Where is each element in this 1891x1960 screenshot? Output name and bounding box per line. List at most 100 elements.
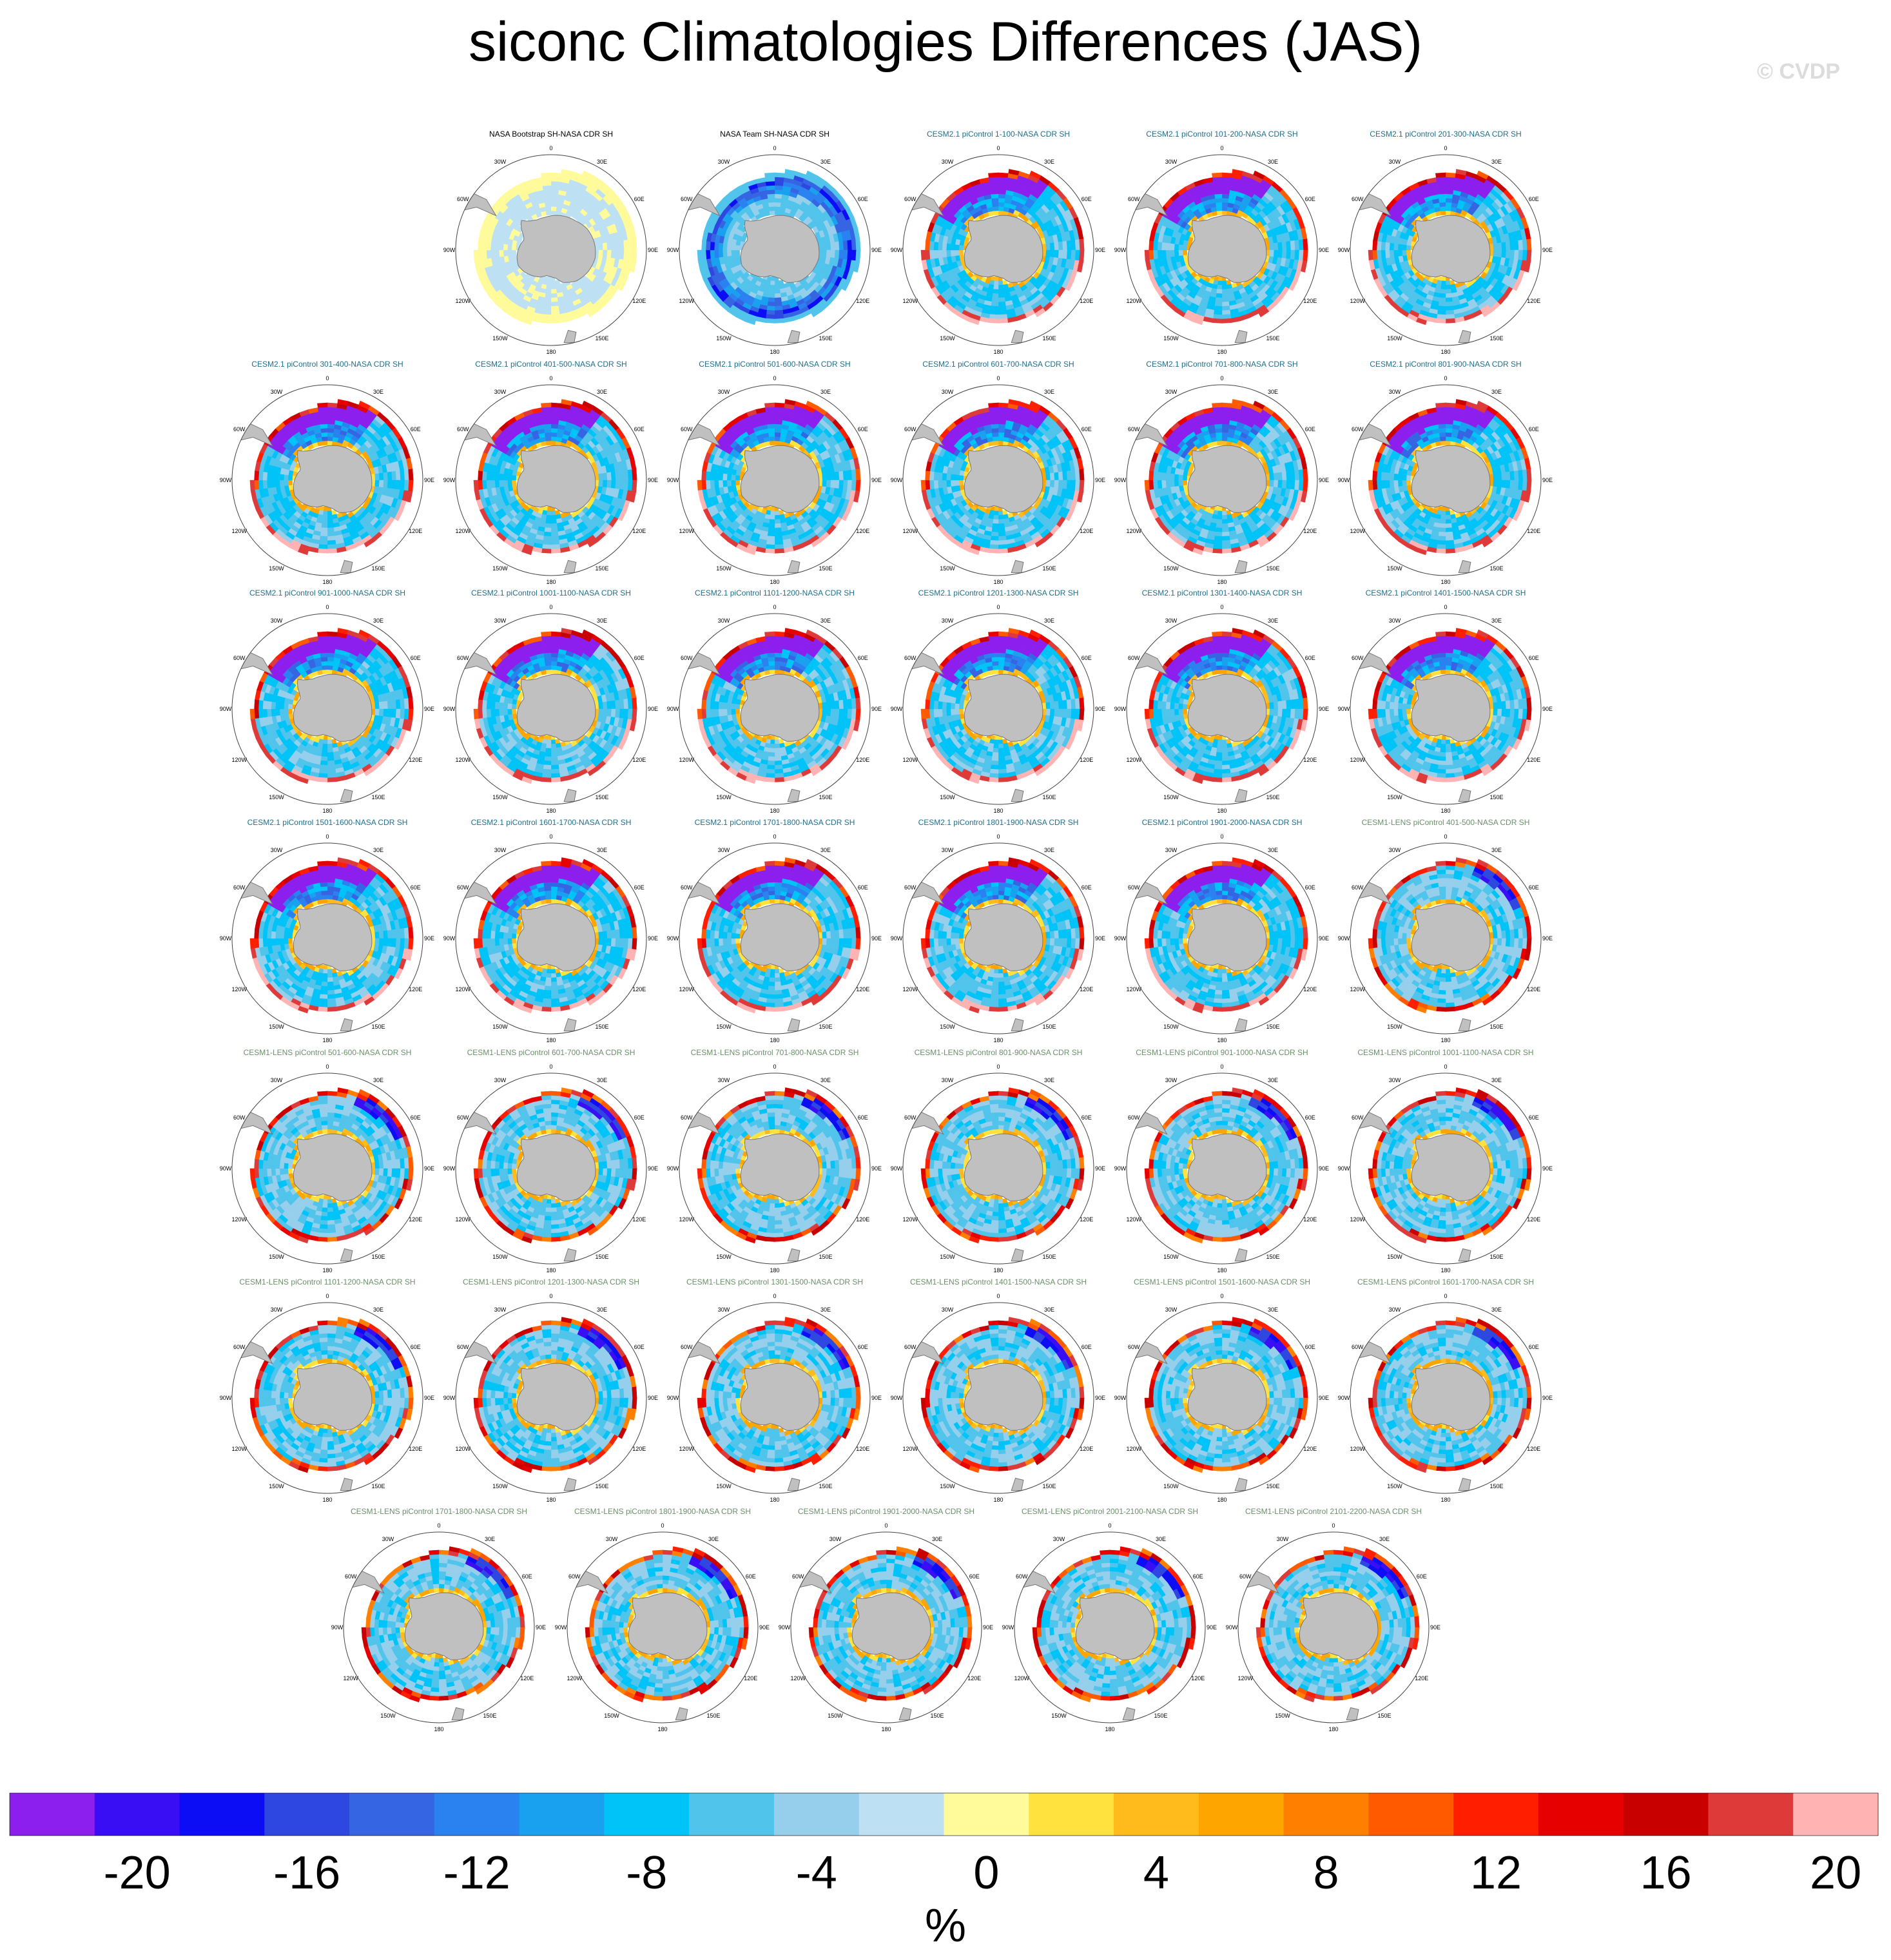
ice-cell bbox=[713, 249, 719, 258]
ice-cell bbox=[1294, 470, 1300, 481]
ice-cell bbox=[1216, 514, 1223, 520]
ice-cell bbox=[1221, 423, 1230, 429]
ice-cell bbox=[322, 440, 328, 446]
lon-label: 90E bbox=[871, 247, 882, 253]
ice-cell bbox=[387, 480, 393, 489]
ice-cell bbox=[327, 427, 335, 433]
ice-cell bbox=[1397, 244, 1403, 251]
ice-cell bbox=[503, 474, 509, 481]
ice-cell bbox=[1273, 480, 1279, 488]
ice-cell bbox=[998, 440, 1004, 446]
panel-title: CESM2.1 piControl 401-500-NASA CDR SH bbox=[475, 360, 626, 369]
ice-cell bbox=[768, 436, 775, 441]
ice-cell bbox=[615, 480, 621, 490]
ice-cell bbox=[550, 172, 561, 178]
ice-cell bbox=[545, 293, 552, 298]
ice-cell bbox=[774, 432, 781, 438]
ice-cell bbox=[545, 289, 552, 294]
lon-label: 60E bbox=[1305, 196, 1315, 202]
ice-cell bbox=[327, 411, 337, 416]
ice-cell bbox=[623, 480, 629, 490]
ice-cell bbox=[550, 514, 557, 520]
ice-cell bbox=[958, 480, 964, 486]
ice-cell bbox=[847, 470, 853, 481]
ice-cell bbox=[1445, 210, 1451, 216]
ice-cell bbox=[735, 474, 741, 481]
ice-cell bbox=[933, 241, 939, 251]
lon-label: 180 bbox=[1440, 349, 1450, 355]
lon-label: 150E bbox=[371, 565, 385, 572]
ice-cell bbox=[254, 470, 260, 481]
ice-cell bbox=[490, 472, 496, 481]
ice-cell bbox=[320, 427, 328, 433]
ice-cell bbox=[486, 241, 492, 251]
ice-cell bbox=[718, 249, 724, 258]
ice-cell bbox=[318, 415, 328, 421]
ice-cell bbox=[545, 436, 552, 441]
lon-label: 60W bbox=[1352, 196, 1364, 202]
ice-cell bbox=[550, 548, 561, 554]
lon-label: 180 bbox=[322, 579, 332, 585]
ice-cell bbox=[1445, 202, 1452, 208]
ice-cell bbox=[830, 249, 836, 258]
ice-cell bbox=[945, 243, 951, 251]
ice-cell bbox=[1221, 432, 1228, 438]
ice-cell bbox=[550, 280, 556, 286]
lon-label: 150W bbox=[1387, 335, 1402, 342]
ice-cell bbox=[955, 480, 960, 487]
ice-cell bbox=[1286, 471, 1292, 481]
ice-cell bbox=[998, 531, 1006, 537]
panel-title: NASA Team SH-NASA CDR SH bbox=[720, 130, 829, 139]
ice-cell bbox=[942, 480, 947, 488]
ice-cell bbox=[998, 419, 1007, 425]
ice-cell bbox=[710, 480, 715, 489]
ice-cell bbox=[1397, 249, 1403, 257]
lon-label: 120W bbox=[455, 528, 470, 534]
ice-cell bbox=[1062, 471, 1068, 481]
ice-cell bbox=[1281, 241, 1287, 251]
ice-cell bbox=[1221, 189, 1230, 195]
ice-cell bbox=[768, 293, 775, 298]
ice-cell bbox=[991, 297, 999, 303]
ice-cell bbox=[1376, 240, 1382, 251]
ice-cell bbox=[774, 189, 783, 195]
ice-cell bbox=[998, 427, 1005, 433]
ice-cell bbox=[769, 210, 775, 216]
ice-cell bbox=[1436, 180, 1446, 186]
ice-cell bbox=[1182, 244, 1188, 251]
ice-cell bbox=[1482, 307, 1493, 318]
ice-cell bbox=[731, 249, 736, 257]
ice-cell bbox=[726, 480, 732, 487]
ice-cell bbox=[993, 284, 999, 290]
ice-cell bbox=[998, 432, 1005, 438]
ice-cell bbox=[998, 544, 1008, 550]
ice-cell bbox=[774, 314, 784, 320]
ice-cell bbox=[287, 480, 293, 486]
ice-cell bbox=[1169, 473, 1175, 481]
ice-cell bbox=[774, 210, 781, 216]
ice-cell bbox=[991, 301, 999, 307]
ice-cell bbox=[722, 473, 728, 481]
ice-cell bbox=[998, 210, 1004, 216]
ice-cell bbox=[769, 284, 775, 290]
ice-cell bbox=[826, 242, 831, 251]
lon-label: 60E bbox=[634, 196, 645, 202]
lon-label: 30E bbox=[1044, 159, 1054, 165]
ice-cell bbox=[543, 419, 552, 425]
ice-cell bbox=[550, 440, 557, 446]
ice-cell bbox=[619, 240, 625, 251]
ice-cell bbox=[545, 206, 552, 211]
ice-cell bbox=[958, 244, 964, 251]
ice-cell bbox=[249, 480, 255, 490]
lon-label: 60W bbox=[1128, 426, 1140, 432]
ice-cell bbox=[1221, 284, 1228, 290]
ice-cell bbox=[543, 189, 552, 195]
ice-cell bbox=[1438, 193, 1446, 199]
ice-cell bbox=[550, 210, 557, 216]
ice-cell bbox=[1045, 249, 1051, 257]
ice-cell bbox=[279, 480, 285, 487]
ice-cell bbox=[1221, 197, 1229, 203]
ice-cell bbox=[1437, 306, 1446, 311]
ice-cell bbox=[990, 419, 999, 425]
ice-cell bbox=[998, 193, 1006, 199]
